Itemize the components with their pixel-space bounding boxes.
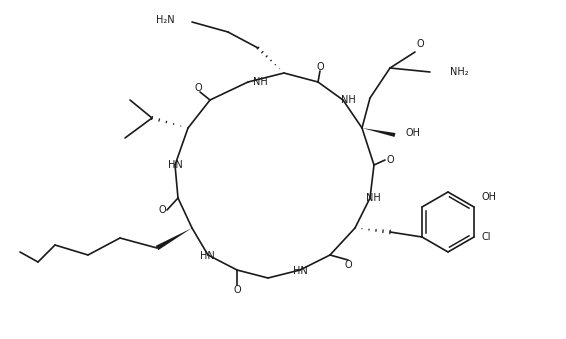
Text: NH: NH bbox=[252, 77, 267, 87]
Text: NH₂: NH₂ bbox=[450, 67, 469, 77]
Text: O: O bbox=[158, 205, 166, 215]
Text: Cl: Cl bbox=[482, 232, 491, 242]
Text: OH: OH bbox=[405, 128, 420, 138]
Text: HN: HN bbox=[293, 266, 307, 276]
Text: OH: OH bbox=[482, 192, 497, 202]
Polygon shape bbox=[156, 228, 192, 250]
Text: O: O bbox=[194, 83, 202, 93]
Text: O: O bbox=[233, 285, 241, 295]
Text: NH: NH bbox=[366, 193, 380, 203]
Text: O: O bbox=[344, 260, 352, 270]
Text: O: O bbox=[416, 39, 424, 49]
Polygon shape bbox=[362, 128, 396, 137]
Text: HN: HN bbox=[168, 160, 182, 170]
Text: NH: NH bbox=[341, 95, 355, 105]
Text: O: O bbox=[316, 62, 324, 72]
Text: HN: HN bbox=[200, 251, 215, 261]
Text: O: O bbox=[386, 155, 394, 165]
Text: H₂N: H₂N bbox=[156, 15, 175, 25]
